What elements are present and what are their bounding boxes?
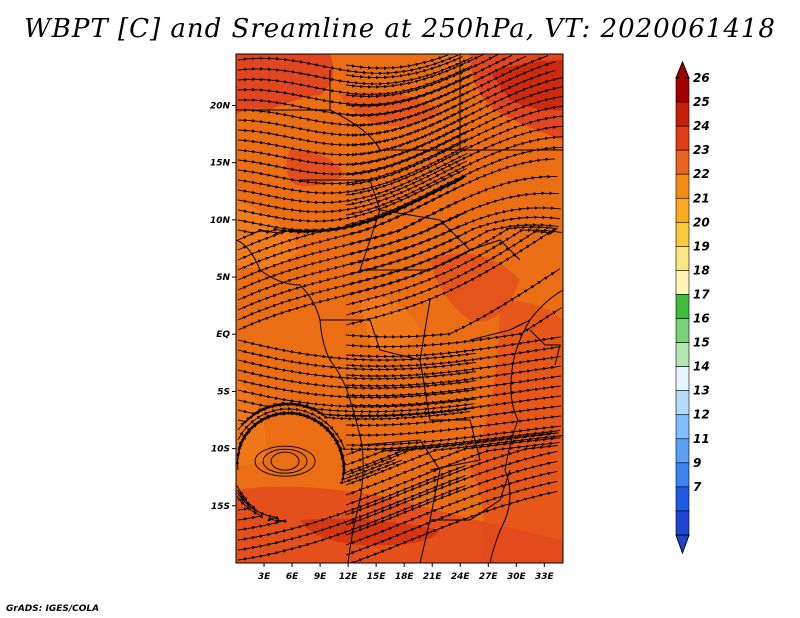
lon-label: 12E bbox=[339, 572, 359, 582]
vortex-ring bbox=[254, 445, 316, 477]
lat-label: 15S bbox=[211, 502, 230, 512]
lat-label: 15N bbox=[210, 159, 231, 169]
colorbar-label: 18 bbox=[693, 263, 710, 277]
lon-label: 30E bbox=[507, 572, 527, 582]
country-borders bbox=[236, 54, 563, 563]
lat-label: 10S bbox=[211, 445, 230, 455]
colorbar-segment bbox=[675, 342, 690, 367]
lon-label: 21E bbox=[423, 572, 443, 582]
coastline-west bbox=[236, 239, 364, 563]
border-9 bbox=[419, 519, 431, 563]
colorbar-segment bbox=[675, 197, 690, 223]
lat-label: 5S bbox=[217, 387, 230, 397]
chart-title: WBPT [C] and Sreamline at 250hPa, VT: 20… bbox=[24, 14, 776, 44]
colorbar-segment bbox=[675, 462, 690, 488]
streamlines bbox=[236, 54, 563, 563]
colorbar-label: 17 bbox=[693, 287, 710, 301]
lon-label: 9E bbox=[314, 572, 327, 582]
lat-label: EQ bbox=[216, 330, 230, 340]
lon-label: 15E bbox=[367, 572, 387, 582]
colorbar-label: 7 bbox=[693, 480, 702, 494]
border-4 bbox=[300, 179, 441, 221]
colorbar-arrow-top bbox=[675, 60, 690, 79]
colorbar-segment bbox=[675, 486, 690, 512]
border-5 bbox=[359, 209, 471, 271]
colorbar-label: 22 bbox=[693, 167, 710, 181]
colorbar-label: 19 bbox=[693, 239, 710, 253]
lat-label: 5N bbox=[216, 273, 230, 283]
colorbar-segment bbox=[675, 438, 690, 464]
lon-label: 33E bbox=[535, 572, 555, 582]
colorbar-label: 21 bbox=[693, 191, 710, 205]
border-10 bbox=[469, 469, 511, 521]
map-frame bbox=[235, 53, 564, 564]
colorbar-segment bbox=[675, 366, 690, 391]
colorbar-segment bbox=[675, 173, 690, 199]
colorbar-segment bbox=[675, 149, 690, 175]
colorbar-segment bbox=[675, 318, 690, 343]
lon-label: 6E bbox=[286, 572, 299, 582]
vortex-ring bbox=[270, 451, 300, 471]
border-6 bbox=[320, 299, 431, 361]
colorbar-segment bbox=[675, 510, 690, 536]
colorbar-label: 14 bbox=[693, 360, 710, 374]
colorbar-label: 20 bbox=[693, 215, 710, 229]
border-12 bbox=[529, 329, 561, 366]
colorbar-label: 13 bbox=[693, 384, 710, 398]
colorbar-label: 24 bbox=[693, 119, 710, 133]
colorbar-segment bbox=[675, 77, 690, 103]
colorbar-segment bbox=[675, 390, 690, 416]
lon-label: 18E bbox=[395, 572, 415, 582]
colorbar-label: 25 bbox=[693, 95, 710, 109]
lat-axis: 20N 15N 10N 5N EQ 5S 10S 15S bbox=[210, 101, 236, 512]
colorbar-segment bbox=[675, 294, 690, 319]
streamline bbox=[350, 490, 558, 563]
lon-label: 3E bbox=[258, 572, 271, 582]
colorbar-label: 11 bbox=[693, 432, 710, 446]
border-8 bbox=[361, 439, 470, 521]
colorbar-segment bbox=[675, 222, 690, 247]
wbpt-field bbox=[236, 54, 563, 563]
lon-label: 24E bbox=[451, 572, 471, 582]
colorbar-label: 15 bbox=[693, 336, 710, 350]
border-11 bbox=[469, 319, 531, 341]
colorbar: 26 25 24 23 22 21 20 19 18 17 16 15 14 13 12 11 9 7 bbox=[675, 60, 710, 555]
colorbar-segment bbox=[675, 270, 690, 295]
colorbar-arrow-bottom bbox=[675, 534, 690, 555]
colorbar-segment bbox=[675, 101, 690, 127]
lat-label: 20N bbox=[210, 101, 231, 111]
colorbar-segment bbox=[675, 125, 690, 151]
lat-label: 10N bbox=[210, 216, 231, 226]
lon-axis: 3E 6E 9E 12E 15E 18E 21E 24E 27E 30E 33E bbox=[258, 563, 555, 582]
vortex-ring bbox=[262, 448, 308, 474]
border-13 bbox=[439, 219, 521, 261]
colorbar-label: 23 bbox=[693, 143, 710, 157]
colorbar-label: 12 bbox=[693, 408, 710, 422]
border-2 bbox=[329, 54, 461, 151]
colorbar-label: 16 bbox=[693, 312, 710, 326]
border-7 bbox=[419, 359, 481, 471]
colorbar-segment bbox=[675, 246, 690, 271]
colorbar-label: 9 bbox=[693, 456, 701, 470]
colorbar-segment bbox=[675, 414, 690, 440]
colorbar-label: 26 bbox=[693, 71, 710, 85]
lon-label: 27E bbox=[479, 572, 499, 582]
grads-credit: GrADS: IGES/COLA bbox=[6, 604, 100, 614]
